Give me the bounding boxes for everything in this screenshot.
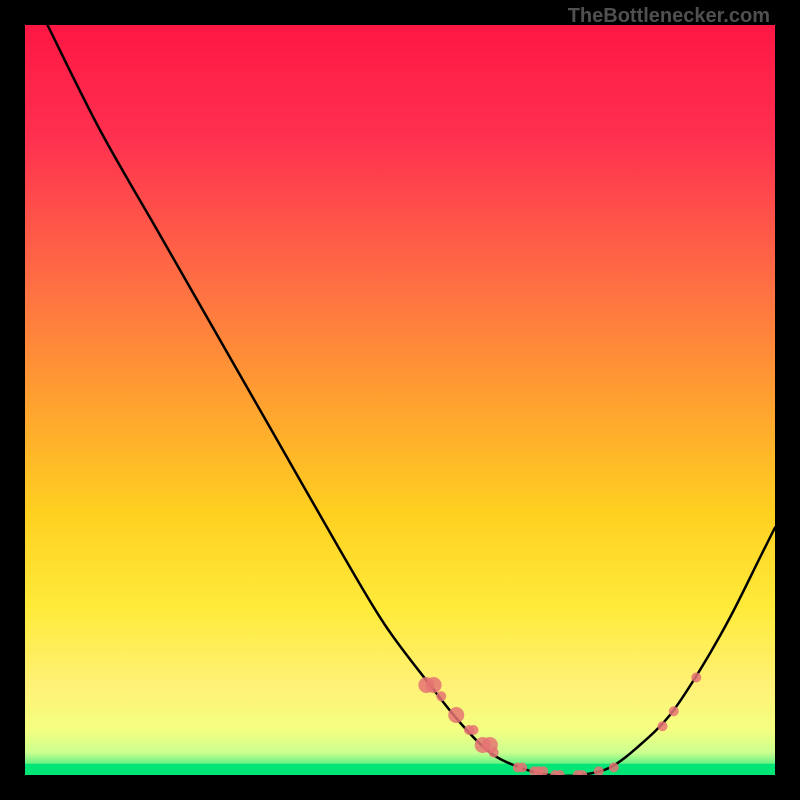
data-marker [469, 725, 479, 735]
data-marker [426, 677, 442, 693]
data-marker [609, 763, 619, 773]
data-marker [691, 673, 701, 683]
plot-area [25, 25, 775, 775]
data-marker [489, 748, 499, 758]
chart-container: TheBottlenecker.com [0, 0, 800, 800]
data-marker [658, 721, 668, 731]
watermark-text: TheBottlenecker.com [568, 5, 770, 28]
data-marker [669, 706, 679, 716]
bottom-band [25, 764, 775, 775]
gradient-background [25, 25, 775, 775]
chart-svg [25, 25, 775, 775]
data-marker [436, 691, 446, 701]
data-marker [448, 707, 464, 723]
data-marker [517, 763, 527, 773]
